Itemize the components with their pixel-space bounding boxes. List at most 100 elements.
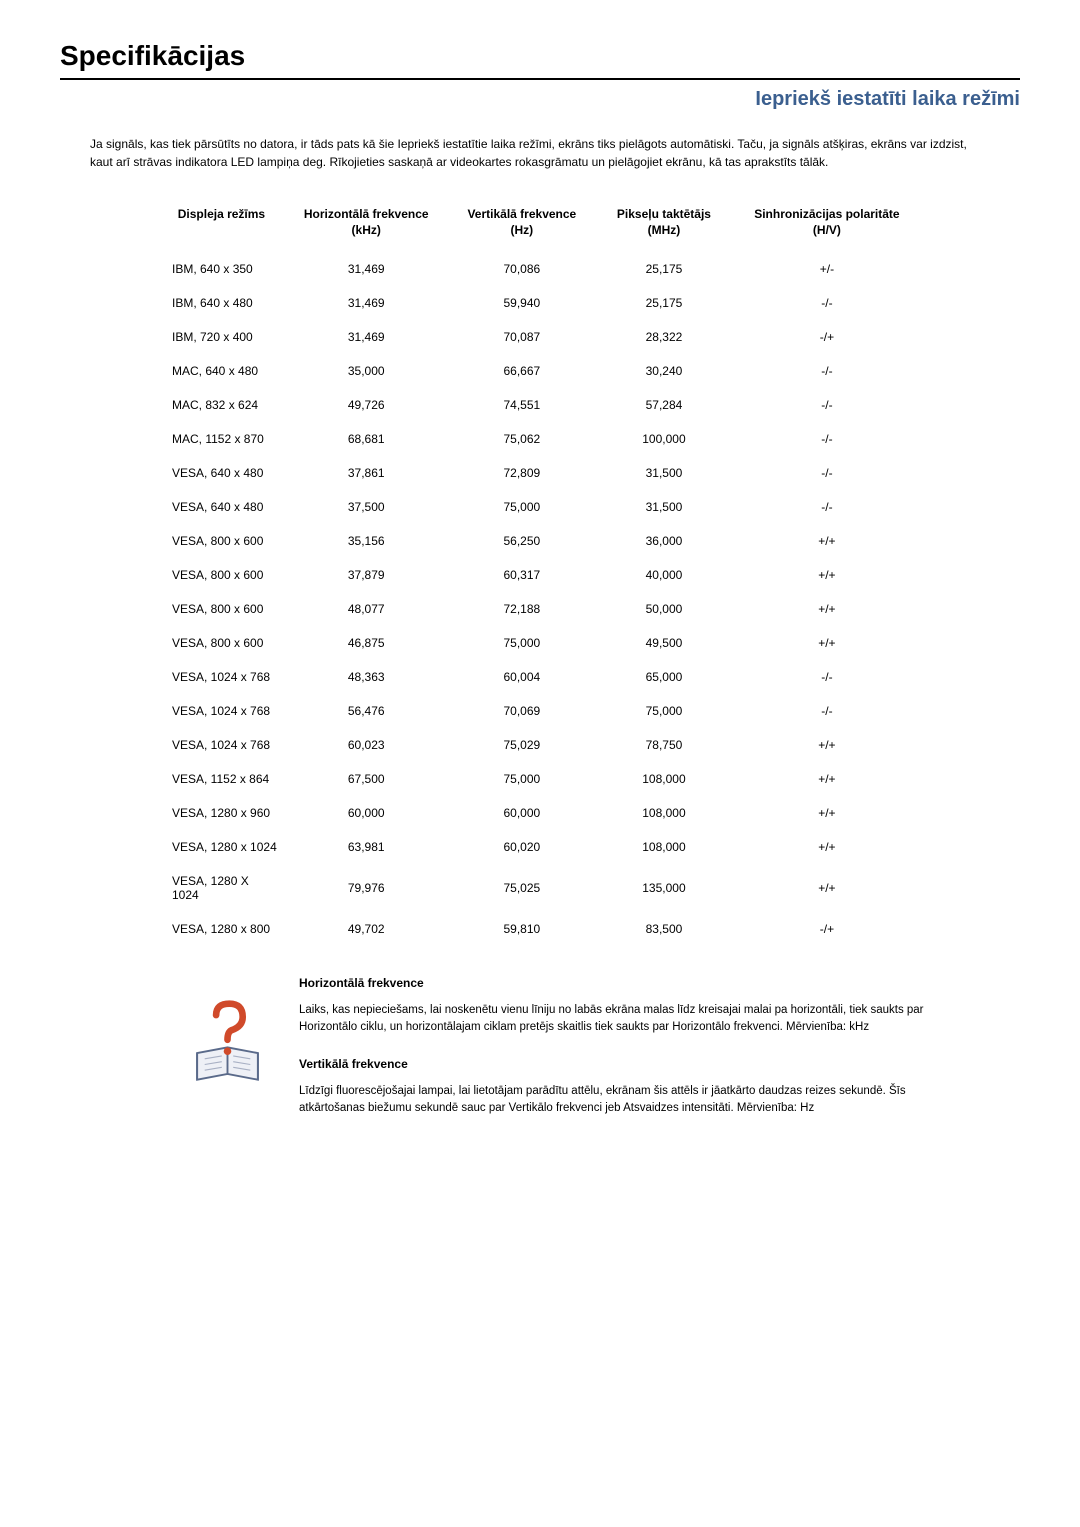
table-cell: -/- [734,354,920,388]
table-cell: IBM, 640 x 480 [160,286,283,320]
table-row: VESA, 1280 x 102463,98160,020108,000+/+ [160,830,920,864]
table-cell: 83,500 [594,912,734,946]
table-cell: VESA, 640 x 480 [160,456,283,490]
table-cell: 31,469 [283,286,450,320]
table-cell: 35,156 [283,524,450,558]
table-cell: VESA, 1152 x 864 [160,762,283,796]
table-cell: -/+ [734,912,920,946]
table-cell: -/- [734,694,920,728]
table-cell: 75,062 [450,422,595,456]
table-cell: IBM, 720 x 400 [160,320,283,354]
table-row: VESA, 640 x 48037,86172,80931,500-/- [160,456,920,490]
table-cell: -/+ [734,320,920,354]
explanation-block: Horizontālā frekvence Laiks, kas nepieci… [180,974,970,1135]
col-header-pixelclock: Pikseļu taktētājs (MHz) [594,199,734,252]
table-row: VESA, 1280 x 96060,00060,000108,000+/+ [160,796,920,830]
col-header-hfreq: Horizontālā frekvence (kHz) [283,199,450,252]
table-cell: 31,500 [594,490,734,524]
table-row: MAC, 832 x 62449,72674,55157,284-/- [160,388,920,422]
table-row: VESA, 800 x 60035,15656,25036,000+/+ [160,524,920,558]
table-cell: VESA, 800 x 600 [160,524,283,558]
table-cell: 75,025 [450,864,595,912]
table-cell: +/+ [734,762,920,796]
table-cell: +/+ [734,524,920,558]
table-cell: 70,086 [450,252,595,286]
table-row: IBM, 720 x 40031,46970,08728,322-/+ [160,320,920,354]
table-cell: VESA, 640 x 480 [160,490,283,524]
table-cell: IBM, 640 x 350 [160,252,283,286]
table-cell: 60,023 [283,728,450,762]
table-cell: VESA, 800 x 600 [160,626,283,660]
horiz-freq-title: Horizontālā frekvence [299,974,970,992]
table-cell: 75,000 [450,626,595,660]
table-cell: 100,000 [594,422,734,456]
table-cell: 70,087 [450,320,595,354]
table-cell: 35,000 [283,354,450,388]
table-cell: 49,726 [283,388,450,422]
table-cell: -/- [734,388,920,422]
table-cell: 70,069 [450,694,595,728]
table-cell: 135,000 [594,864,734,912]
table-cell: +/+ [734,864,920,912]
explanation-text: Horizontālā frekvence Laiks, kas nepieci… [299,974,970,1135]
table-cell: 63,981 [283,830,450,864]
vert-freq-text: Līdzīgi fluorescējošajai lampai, lai lie… [299,1083,970,1118]
table-cell: +/- [734,252,920,286]
table-cell: 37,879 [283,558,450,592]
col-header-mode: Displeja režīms [160,199,283,252]
table-row: VESA, 640 x 48037,50075,00031,500-/- [160,490,920,524]
table-cell: 60,004 [450,660,595,694]
table-cell: +/+ [734,796,920,830]
table-cell: 74,551 [450,388,595,422]
table-cell: 30,240 [594,354,734,388]
table-cell: +/+ [734,728,920,762]
table-cell: 31,500 [594,456,734,490]
table-cell: 40,000 [594,558,734,592]
table-cell: 108,000 [594,830,734,864]
title-divider [60,78,1020,80]
table-cell: 59,940 [450,286,595,320]
table-cell: 68,681 [283,422,450,456]
section-subtitle: Iepriekš iestatīti laika režīmi [60,88,1020,111]
table-row: VESA, 800 x 60046,87575,00049,500+/+ [160,626,920,660]
table-cell: 56,250 [450,524,595,558]
table-row: VESA, 1280 X 102479,97675,025135,000+/+ [160,864,920,912]
table-header-row: Displeja režīms Horizontālā frekvence (k… [160,199,920,252]
table-cell: 37,861 [283,456,450,490]
table-cell: VESA, 1280 x 1024 [160,830,283,864]
table-cell: +/+ [734,592,920,626]
table-cell: VESA, 800 x 600 [160,592,283,626]
table-cell: 36,000 [594,524,734,558]
table-cell: 79,976 [283,864,450,912]
table-cell: VESA, 1280 x 800 [160,912,283,946]
table-cell: 37,500 [283,490,450,524]
table-cell: 60,000 [283,796,450,830]
table-cell: +/+ [734,558,920,592]
intro-paragraph: Ja signāls, kas tiek pārsūtīts no datora… [90,135,990,171]
table-row: VESA, 1024 x 76860,02375,02978,750+/+ [160,728,920,762]
table-cell: 108,000 [594,796,734,830]
table-cell: 78,750 [594,728,734,762]
table-cell: 75,000 [450,762,595,796]
table-cell: 28,322 [594,320,734,354]
table-cell: 49,702 [283,912,450,946]
table-cell: -/- [734,456,920,490]
page-title: Specifikācijas [60,40,1020,74]
col-header-vfreq: Vertikālā frekvence (Hz) [450,199,595,252]
table-cell: VESA, 1024 x 768 [160,660,283,694]
table-cell: 75,000 [594,694,734,728]
table-cell: 60,000 [450,796,595,830]
table-cell: 72,809 [450,456,595,490]
table-cell: 48,077 [283,592,450,626]
table-row: VESA, 1152 x 86467,50075,000108,000+/+ [160,762,920,796]
table-cell: VESA, 1024 x 768 [160,728,283,762]
table-cell: 25,175 [594,286,734,320]
table-cell: -/- [734,660,920,694]
table-cell: 65,000 [594,660,734,694]
table-cell: 67,500 [283,762,450,796]
table-row: VESA, 1024 x 76856,47670,06975,000-/- [160,694,920,728]
table-cell: 59,810 [450,912,595,946]
table-cell: -/- [734,490,920,524]
table-cell: 56,476 [283,694,450,728]
table-row: VESA, 1280 x 80049,70259,81083,500-/+ [160,912,920,946]
